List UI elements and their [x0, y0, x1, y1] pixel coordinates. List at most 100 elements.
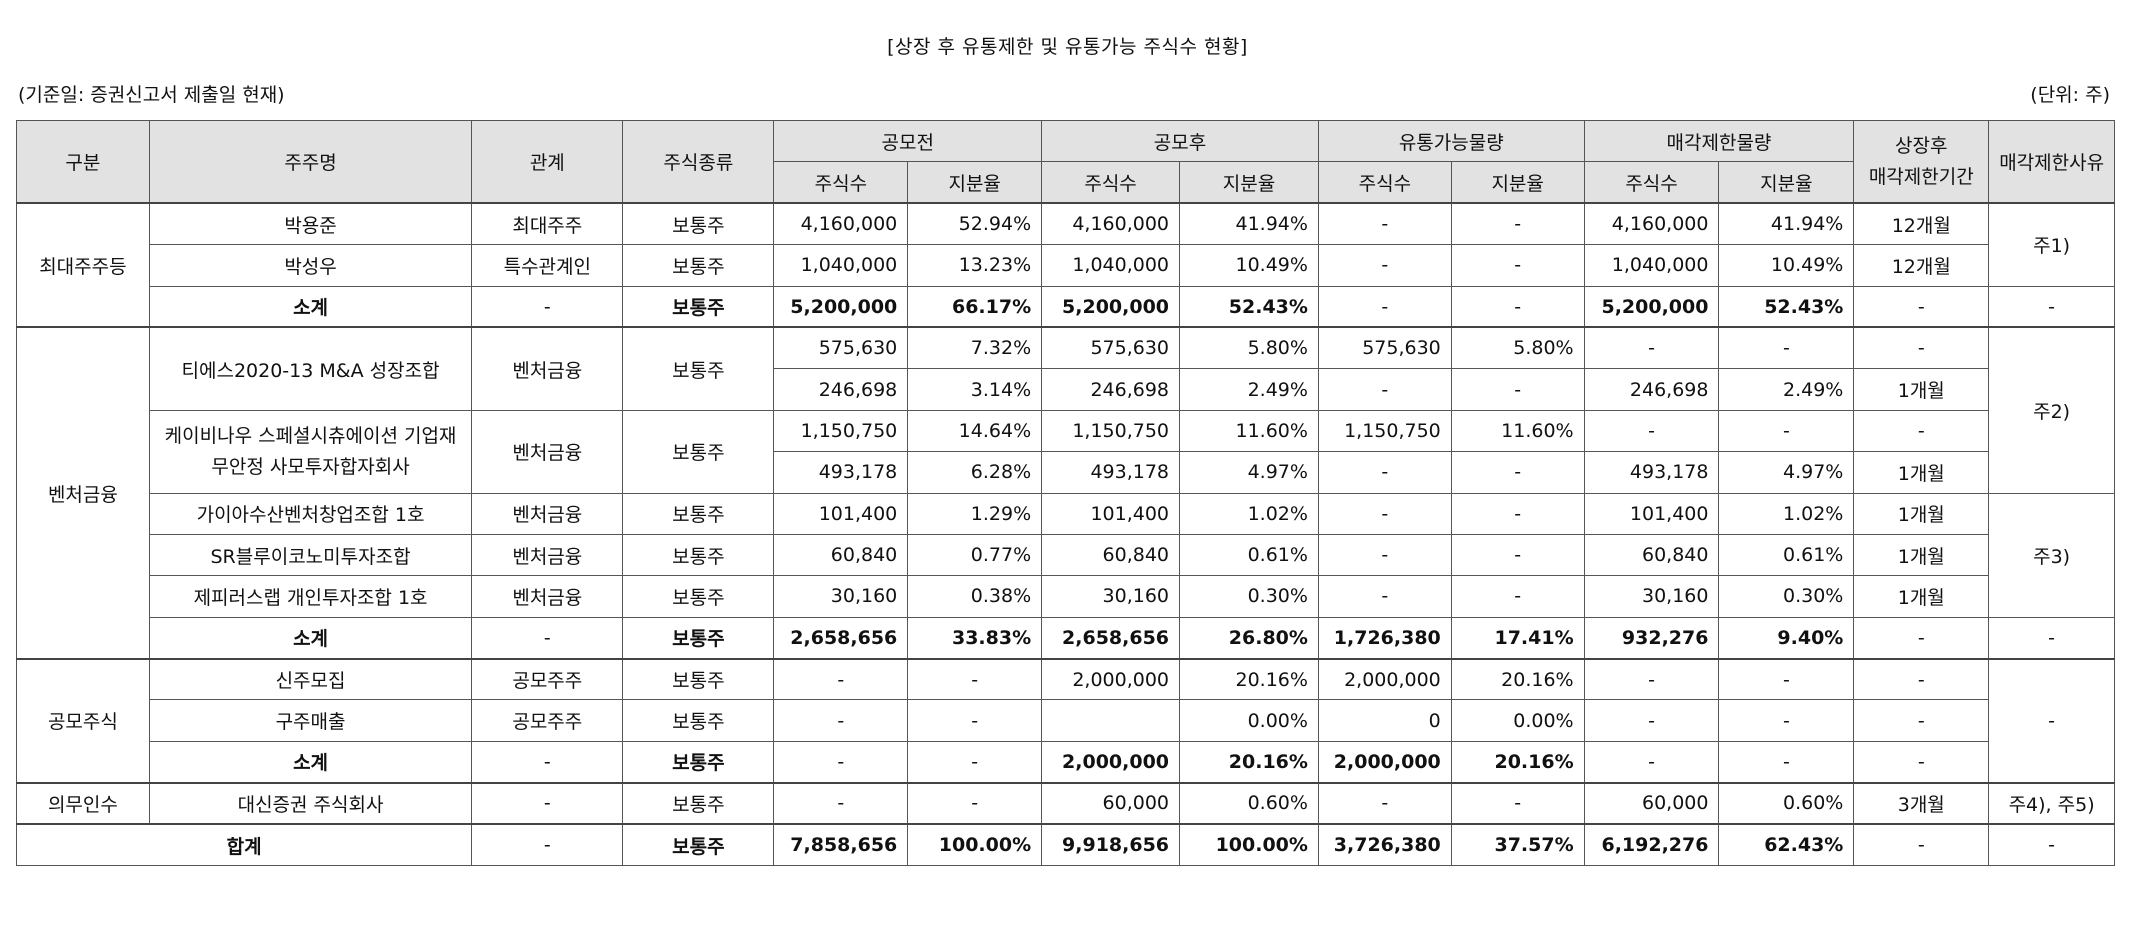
relation: 벤처금융 — [471, 533, 624, 577]
restriction-reason: - — [1988, 616, 2115, 660]
tradable-shares: 1,150,750 — [1317, 409, 1452, 453]
table-row: 케이비나우 스페셜시츄에이션 기업재무안정 사모투자합자회사 벤처금융 보통주 … — [17, 409, 2115, 494]
restricted-ratio: 0.60% — [1718, 781, 1855, 825]
header-holder: 주주명 — [148, 120, 473, 204]
tradable-ratio: 5.80% — [1450, 326, 1585, 370]
restricted-ratio: 9.40% — [1718, 616, 1855, 660]
holder-name: SR블루이코노미투자조합 — [148, 533, 473, 577]
tradable-ratio: - — [1450, 285, 1585, 328]
post-shares: 2,000,000 — [1041, 740, 1181, 784]
holder-name: 소계 — [148, 285, 473, 328]
header-row-2: 주식수 지분율 주식수 지분율 주식수 지분율 주식수 지분율 — [17, 161, 2115, 204]
tradable-shares: - — [1317, 285, 1452, 328]
post-shares: 101,400 — [1041, 492, 1181, 535]
pre-ratio: 33.83% — [907, 616, 1043, 660]
holder-name: 가이아수산벤처창업조합 1호 — [148, 492, 473, 535]
restriction-period: 1개월 — [1853, 575, 1990, 618]
post-ratio: 0.61% — [1179, 533, 1319, 577]
holder-name: 소계 — [148, 740, 473, 784]
table-title: [상장 후 유통제한 및 유통가능 주식수 현황] — [887, 36, 1248, 58]
stock-type: 보통주 — [622, 492, 775, 535]
restriction-period: 1개월 — [1853, 492, 1990, 535]
post-ratio: 20.16% — [1179, 740, 1319, 784]
tradable-shares: 2,000,000 — [1317, 740, 1452, 784]
restriction-reason: 주2) — [1988, 326, 2115, 494]
tradable-shares: - — [1317, 451, 1452, 494]
tradable-shares: 1,726,380 — [1317, 616, 1452, 660]
post-ratio: 11.60% — [1179, 409, 1319, 453]
tradable-ratio: - — [1450, 492, 1585, 535]
table-row: 246,698 3.14% 246,698 2.49% - - 246,698 … — [17, 368, 2115, 411]
pre-ratio: 13.23% — [907, 244, 1043, 287]
header-post-ipo: 공모후 — [1041, 119, 1319, 163]
header-period: 상장후 매각제한기간 — [1853, 120, 1990, 204]
header-ratio: 지분율 — [907, 161, 1043, 204]
post-shares — [1041, 699, 1181, 742]
tradable-ratio: - — [1450, 368, 1585, 411]
post-shares: 2,000,000 — [1041, 657, 1181, 701]
subtotal-row: 소계 - 보통주 5,200,000 66.17% 5,200,000 52.4… — [17, 285, 2115, 328]
restricted-ratio: - — [1718, 326, 1855, 370]
tradable-shares: - — [1317, 368, 1452, 411]
restriction-period: 12개월 — [1853, 244, 1990, 287]
pre-ratio: 6.28% — [907, 451, 1043, 494]
restriction-reason: - — [1988, 657, 2115, 784]
tradable-ratio: - — [1450, 202, 1585, 246]
table-row: 벤처금융 티에스2020-13 M&A 성장조합 벤처금융 보통주 575,63… — [16, 326, 2115, 660]
table-row: SR블루이코노미투자조합 벤처금융 보통주 60,840 0.77% 60,84… — [17, 533, 2115, 577]
pre-ratio: 52.94% — [907, 202, 1043, 246]
restricted-shares: 5,200,000 — [1583, 285, 1720, 328]
pre-ratio: - — [907, 657, 1043, 701]
restriction-period: 1개월 — [1853, 368, 1990, 411]
restricted-shares: 60,840 — [1583, 533, 1720, 577]
pre-shares: 30,160 — [773, 575, 909, 618]
restricted-shares: 246,698 — [1583, 368, 1720, 411]
relation: 벤처금융 — [471, 409, 624, 494]
post-ratio: 41.94% — [1179, 202, 1319, 246]
tradable-shares: 3,726,380 — [1317, 823, 1452, 867]
restricted-shares: - — [1583, 699, 1720, 742]
relation: - — [471, 823, 624, 867]
restricted-shares: - — [1583, 326, 1720, 370]
pre-ratio: - — [907, 740, 1043, 784]
holder-name: 소계 — [148, 616, 473, 660]
restricted-shares: 1,040,000 — [1583, 244, 1720, 287]
tradable-ratio: - — [1450, 244, 1585, 287]
restricted-ratio: - — [1718, 409, 1855, 453]
subtotal-row: 소계 - 보통주 2,658,656 33.83% 2,658,656 26.8… — [17, 616, 2115, 660]
restriction-period: 1개월 — [1853, 451, 1990, 494]
table-row: 493,178 6.28% 493,178 4.97% - - 493,178 … — [17, 451, 2115, 494]
base-date-note: (기준일: 증권신고서 제출일 현재) — [18, 84, 285, 106]
tradable-shares: 575,630 — [1317, 326, 1452, 370]
stock-type: 보통주 — [622, 409, 775, 494]
pre-shares: - — [773, 657, 909, 701]
total-row: 합계 - 보통주 7,858,656 100.00% 9,918,656 100… — [15, 823, 2115, 867]
pre-shares: 246,698 — [773, 368, 909, 411]
header-restricted: 매각제한물량 — [1583, 119, 1855, 163]
restricted-shares: 932,276 — [1583, 616, 1720, 660]
restricted-ratio: 41.94% — [1718, 202, 1855, 246]
relation: 벤처금융 — [471, 575, 624, 618]
holder-name: 신주모집 — [148, 657, 473, 701]
restricted-shares: - — [1583, 740, 1720, 784]
group-label: 최대주주등 — [16, 202, 150, 328]
header-stock-type: 주식종류 — [622, 120, 775, 204]
stock-type: 보통주 — [622, 616, 775, 660]
relation: 공모주주 — [471, 657, 624, 701]
restriction-period: - — [1853, 740, 1990, 784]
post-shares: 9,918,656 — [1041, 823, 1181, 867]
post-shares: 1,040,000 — [1041, 244, 1181, 287]
restricted-ratio: - — [1718, 657, 1855, 701]
tradable-shares: 2,000,000 — [1317, 657, 1452, 701]
restriction-reason: 주3) — [1988, 492, 2115, 618]
tradable-ratio: - — [1450, 533, 1585, 577]
stock-type: 보통주 — [622, 533, 775, 577]
post-ratio: 1.02% — [1179, 492, 1319, 535]
group-label: 벤처금융 — [16, 326, 150, 660]
pre-shares: 2,658,656 — [773, 616, 909, 660]
table-row: 구주매출 공모주주 보통주 - - 0.00% 0 0.00% - - - — [17, 699, 2115, 742]
restricted-ratio: 62.43% — [1718, 823, 1855, 867]
pre-ratio: 0.77% — [907, 533, 1043, 577]
stock-type: 보통주 — [622, 657, 775, 701]
header-shares: 주식수 — [1317, 161, 1452, 204]
